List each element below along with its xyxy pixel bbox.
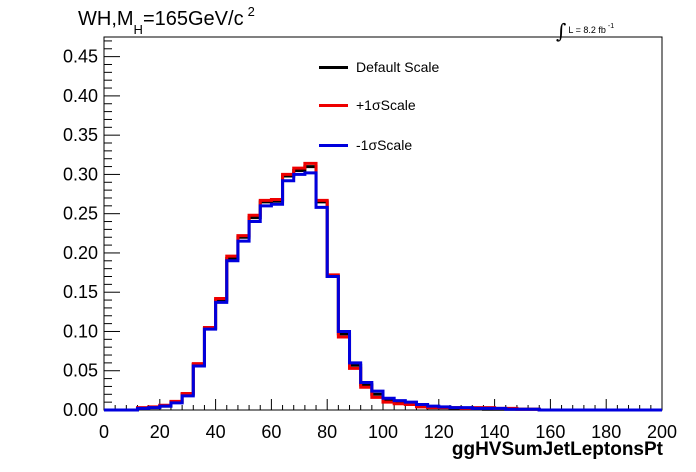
legend-line-default (319, 65, 348, 69)
legend-line-minus (319, 143, 348, 147)
integral-symbol: ∫ (556, 19, 567, 43)
title-prefix: WH,M (78, 8, 134, 30)
x-tick-label: 80 (317, 422, 337, 442)
x-tick-label: 140 (480, 422, 510, 442)
x-tick-label: 160 (535, 422, 565, 442)
x-tick-label: 40 (206, 422, 226, 442)
legend-entry-minus: -1σScale (319, 137, 412, 153)
legend-label-minus: -1σScale (356, 137, 413, 153)
x-tick-label: 120 (424, 422, 454, 442)
title-superscript: 2 (247, 4, 255, 19)
y-tick-label: 0.35 (63, 125, 98, 145)
y-tick-label: 0.30 (63, 164, 98, 184)
x-tick-label: 180 (591, 422, 621, 442)
y-tick-label: 0.20 (63, 243, 98, 263)
y-tick-label: 0.10 (63, 321, 98, 341)
plot-frame (103, 36, 663, 411)
luminosity-superscript: -1 (607, 23, 615, 30)
x-axis-label: ggHVSumJetLeptonsPt (451, 439, 663, 460)
plot-title: WH,MH=165GeV/c 2 (78, 4, 255, 37)
title-value: =165GeV/c (142, 8, 244, 30)
axes: 0 20 40 60 80 100 120 140 160 180 200 0.00 0.05 0.10 0… (63, 40, 677, 442)
histogram-series-2 (104, 171, 662, 412)
x-tick-label: 20 (150, 422, 170, 442)
legend-line-plus (319, 103, 348, 107)
histogram-series-0 (104, 165, 662, 412)
y-tick-label: 0.40 (63, 86, 98, 106)
y-tick-label: 0.05 (63, 361, 98, 381)
x-tick-label: 60 (261, 422, 281, 442)
legend-entry-default: Default Scale (319, 59, 439, 75)
y-tick-label: 0.00 (63, 400, 98, 420)
x-tick-label: 100 (368, 422, 398, 442)
y-tick-label: 0.15 (63, 282, 98, 302)
legend-label-plus: +1σScale (356, 97, 416, 113)
x-tick-label: 200 (647, 422, 677, 442)
luminosity-text: L = 8.2 fb (568, 25, 606, 35)
y-tick-label: 0.45 (63, 47, 98, 67)
x-tick-label: 0 (99, 422, 109, 442)
title-subscript: H (133, 22, 143, 37)
legend-label-default: Default Scale (356, 59, 440, 75)
luminosity-label: ∫ L = 8.2 fb -1 (556, 14, 615, 43)
series-layer (104, 161, 662, 412)
legend-entry-plus: +1σScale (319, 97, 416, 113)
histogram-series-1 (104, 161, 662, 412)
y-tick-label: 0.25 (63, 204, 98, 224)
